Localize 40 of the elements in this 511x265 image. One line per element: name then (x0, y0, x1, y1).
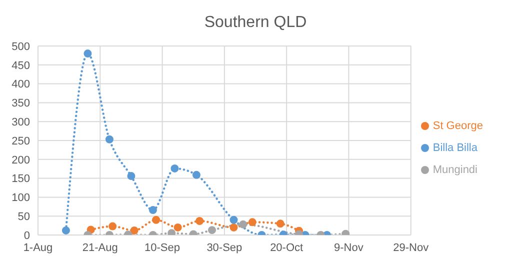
y-tick-label: 300 (12, 116, 30, 129)
y-tick-label: 50 (18, 211, 30, 224)
y-tick-label: 400 (12, 78, 30, 91)
y-tick-label: 150 (12, 173, 30, 186)
y-tick-label: 450 (12, 60, 30, 72)
legend-label: Mungindi (432, 164, 478, 176)
point (152, 216, 160, 224)
y-tick-label: 100 (12, 192, 30, 204)
point (230, 216, 238, 224)
point (239, 220, 248, 228)
point (105, 135, 114, 144)
point (208, 226, 216, 234)
x-tick-label: 20-Oct (270, 242, 304, 254)
legend-label: Billa Billa (432, 142, 478, 154)
point (192, 170, 200, 179)
point (170, 164, 179, 172)
x-tick-label: 10-Sep (144, 242, 180, 254)
point (130, 226, 138, 234)
y-tick-label: 500 (12, 40, 30, 53)
x-tick-label: 1-Aug (23, 242, 53, 254)
y-tick-label: 350 (12, 98, 30, 110)
point (148, 206, 157, 214)
point (62, 226, 70, 234)
point (196, 217, 204, 226)
x-tick-label: 30-Sep (206, 242, 242, 254)
point (84, 50, 92, 58)
y-tick-label: 250 (12, 135, 30, 148)
point (230, 223, 238, 232)
chart-title: Southern QLD (203, 13, 308, 33)
point (248, 218, 256, 226)
y-tick-label: 0 (24, 230, 30, 242)
x-tick-label: 21-Aug (82, 242, 118, 254)
point (127, 172, 136, 180)
point (108, 222, 117, 230)
point (174, 223, 182, 232)
x-tick-label: 29-Nov (393, 242, 430, 254)
y-tick-label: 200 (12, 154, 30, 166)
legend-label: St George (432, 120, 483, 132)
x-tick-label: 9-Nov (334, 242, 364, 254)
point (276, 220, 284, 228)
